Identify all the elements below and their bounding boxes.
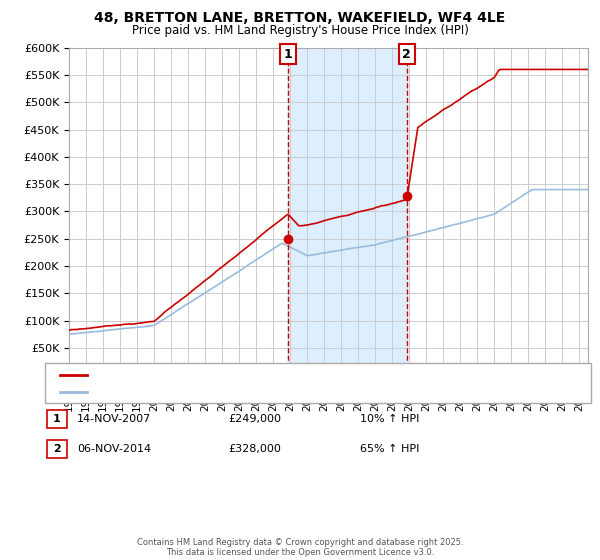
Text: 65% ↑ HPI: 65% ↑ HPI [360, 444, 419, 454]
Text: 14-NOV-2007: 14-NOV-2007 [77, 414, 151, 424]
Text: 2: 2 [403, 48, 411, 60]
Bar [288, 48, 407, 375]
Text: HPI: Average price, detached house, Wakefield: HPI: Average price, detached house, Wake… [93, 387, 337, 396]
Text: 06-NOV-2014: 06-NOV-2014 [77, 444, 151, 454]
Text: 1: 1 [284, 48, 292, 60]
Text: £328,000: £328,000 [228, 444, 281, 454]
Text: £249,000: £249,000 [228, 414, 281, 424]
Text: 1: 1 [53, 414, 61, 424]
Text: 48, BRETTON LANE, BRETTON, WAKEFIELD, WF4 4LE (detached house): 48, BRETTON LANE, BRETTON, WAKEFIELD, WF… [93, 370, 461, 380]
Text: 2: 2 [53, 444, 61, 454]
Text: 10% ↑ HPI: 10% ↑ HPI [360, 414, 419, 424]
Text: Contains HM Land Registry data © Crown copyright and database right 2025.
This d: Contains HM Land Registry data © Crown c… [137, 538, 463, 557]
Text: 48, BRETTON LANE, BRETTON, WAKEFIELD, WF4 4LE: 48, BRETTON LANE, BRETTON, WAKEFIELD, WF… [94, 11, 506, 25]
Text: Price paid vs. HM Land Registry's House Price Index (HPI): Price paid vs. HM Land Registry's House … [131, 24, 469, 36]
